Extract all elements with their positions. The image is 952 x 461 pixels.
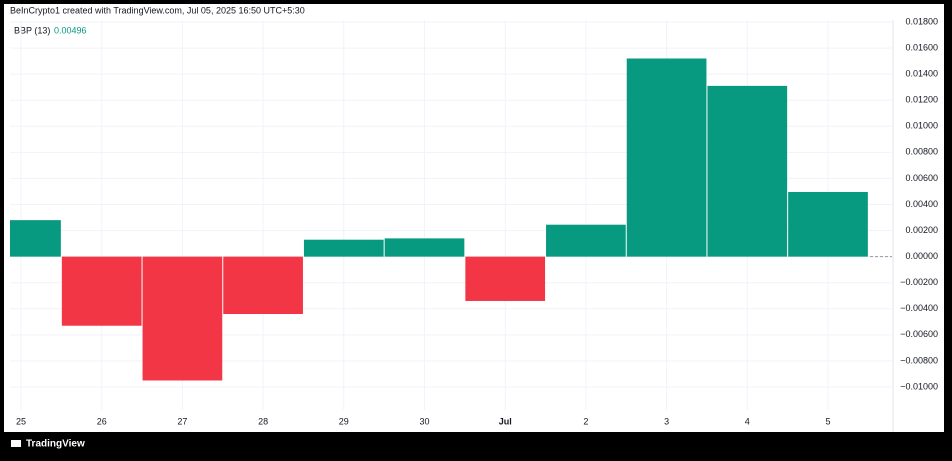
x-tick-label: 25 <box>16 416 26 426</box>
y-tick-label: 0.01200 <box>905 95 938 105</box>
x-tick-label: 27 <box>177 416 187 426</box>
x-tick-label: 4 <box>745 416 750 426</box>
y-tick-label: 0.00400 <box>905 199 938 209</box>
y-tick-label: 0.00200 <box>905 225 938 235</box>
legend-value: 0.00496 <box>54 25 87 35</box>
brand-logo: TradingView <box>11 439 85 450</box>
x-tick-label: 28 <box>258 416 268 426</box>
bar <box>546 224 626 257</box>
bar <box>626 58 707 257</box>
y-tick-label: 0.01000 <box>905 121 938 131</box>
y-tick-label: 0.01800 <box>905 16 938 26</box>
x-tick-label: 5 <box>825 416 830 426</box>
bar <box>384 238 465 257</box>
bar <box>10 220 61 257</box>
y-tick-label: −0.00800 <box>900 355 938 365</box>
legend-name: BBP (13) <box>14 25 50 35</box>
y-tick-label: −0.00400 <box>900 303 938 313</box>
y-tick-label: −0.00600 <box>900 329 938 339</box>
bar <box>788 191 868 257</box>
y-tick-label: 0.00800 <box>905 147 938 157</box>
y-tick-label: 0.01400 <box>905 69 938 79</box>
y-tick-label: 0.01600 <box>905 42 938 52</box>
bar <box>707 85 788 257</box>
y-tick-label: −0.00200 <box>900 277 938 287</box>
bar <box>303 239 384 257</box>
bar <box>142 256 223 381</box>
x-tick-label: 29 <box>339 416 349 426</box>
x-tick-label: 30 <box>419 416 429 426</box>
y-tick-label: −0.01000 <box>900 381 938 391</box>
x-tick-label: 26 <box>97 416 107 426</box>
y-tick-label: 0.00600 <box>905 173 938 183</box>
x-tick-label: 2 <box>583 416 588 426</box>
y-tick-label: 0.00000 <box>905 251 938 261</box>
x-tick-label: 3 <box>664 416 669 426</box>
bars <box>10 58 868 381</box>
bar <box>223 256 303 314</box>
bar <box>465 256 546 301</box>
chart-title: BeInCrypto1 created with TradingView.com… <box>10 5 305 15</box>
x-tick-label: Jul <box>499 416 512 426</box>
brand: TradingView <box>26 439 85 450</box>
bar <box>61 256 142 326</box>
